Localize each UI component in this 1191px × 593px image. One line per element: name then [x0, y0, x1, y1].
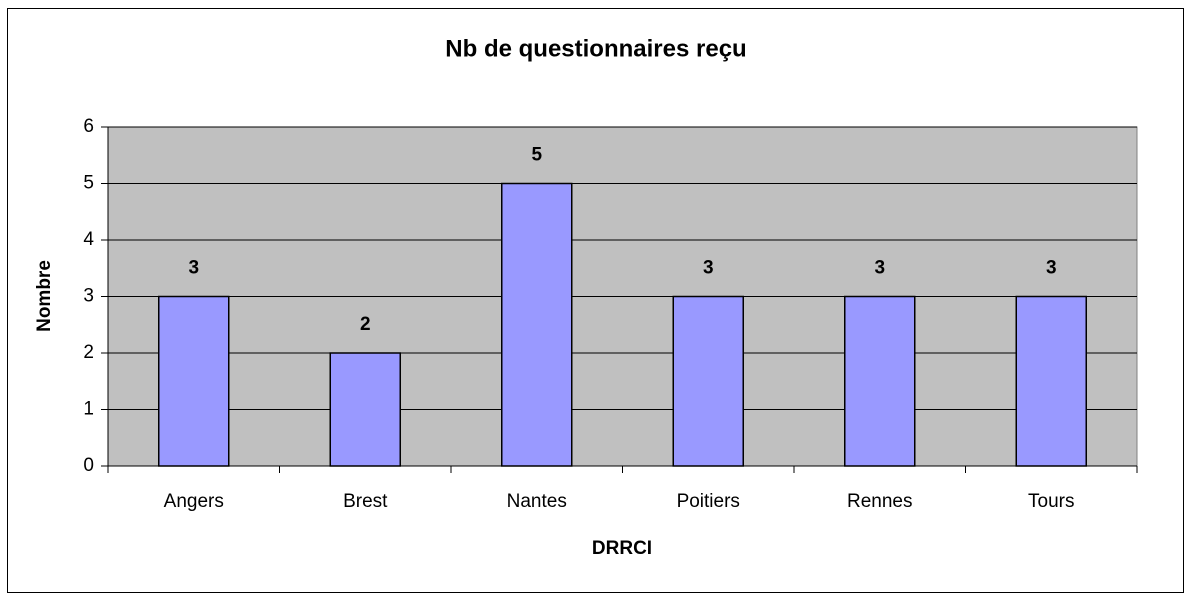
y-axis-label: Nombre: [34, 260, 55, 332]
x-tick-label: Nantes: [507, 491, 567, 512]
y-tick-label: 4: [83, 229, 94, 250]
bar: [158, 295, 230, 467]
y-tick-label: 3: [83, 286, 94, 307]
bar: [1015, 295, 1087, 467]
data-label: 3: [703, 258, 714, 279]
y-tick-label: 2: [83, 342, 94, 363]
x-tick-label: Poitiers: [677, 491, 740, 512]
y-tick-label: 6: [83, 116, 94, 137]
data-label: 3: [1046, 258, 1057, 279]
x-tick-label: Brest: [343, 491, 388, 512]
x-axis-label: DRRCI: [592, 538, 652, 559]
bar: [844, 295, 916, 467]
x-tick-label: Angers: [164, 491, 224, 512]
y-tick-label: 5: [83, 173, 94, 194]
data-label: 3: [188, 258, 199, 279]
x-tick-label: Rennes: [847, 491, 913, 512]
bar: [672, 295, 744, 467]
chart-title: Nb de questionnaires reçu: [445, 35, 746, 62]
data-label: 5: [531, 145, 542, 166]
data-label: 2: [360, 314, 371, 335]
data-label: 3: [874, 258, 885, 279]
x-tick-label: Tours: [1028, 491, 1074, 512]
bar: [329, 352, 401, 467]
y-tick-label: 1: [83, 399, 94, 420]
bar: [501, 182, 573, 467]
y-tick-label: 0: [83, 455, 94, 476]
